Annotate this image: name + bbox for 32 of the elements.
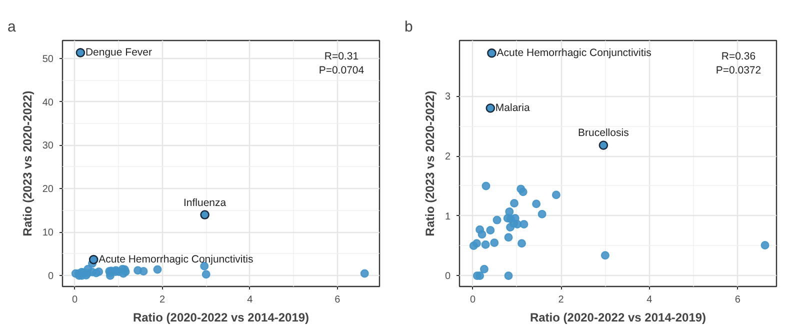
y-tick-label: 3 (444, 92, 451, 103)
chart-title: a (8, 18, 16, 36)
x-tick-label: 6 (334, 294, 341, 306)
x-axis-title: Ratio (2020-2022 vs 2014-2019) (132, 310, 310, 324)
annotation: Brucellosis (578, 127, 629, 140)
annotation: Dengue Fever (85, 46, 152, 59)
annotation: R=0.36 P=0.0372 (716, 50, 762, 77)
x-axis-title: Ratio (2020-2022 vs 2014-2019) (530, 310, 706, 324)
y-axis-title: Ratio (2023 vs 2020-2022) (20, 90, 34, 236)
y-axis-title: Ratio (2023 vs 2020-2022) (422, 90, 437, 236)
y-tick-label: 10 (42, 228, 54, 239)
y-tick-label: 0 (48, 271, 54, 282)
annotation: Acute Hemorrhagic Conjunctivitis (496, 47, 652, 60)
x-tick-label: 0 (470, 294, 476, 306)
annotation: R=0.31 P=0.0704 (318, 50, 364, 77)
y-tick-label: 2 (444, 152, 451, 163)
x-tick-label: 0 (72, 294, 78, 306)
y-tick-label: 0 (444, 271, 451, 282)
y-tick-label: 30 (42, 140, 54, 152)
y-tick-label: 40 (42, 97, 54, 108)
y-tick-label: 50 (42, 54, 54, 65)
annotation: Influenza (183, 196, 226, 209)
chart-title: b (404, 18, 413, 36)
x-tick-label: 2 (558, 294, 564, 306)
y-tick-label: 1 (444, 211, 451, 222)
y-tick-label: 20 (42, 184, 54, 196)
annotation: Malaria (495, 102, 530, 114)
x-tick-label: 4 (646, 294, 653, 306)
x-tick-label: 2 (160, 294, 166, 306)
x-tick-label: 4 (247, 294, 254, 306)
annotation: Acute Hemorrhagic Conjunctivitis (98, 254, 254, 266)
x-tick-label: 6 (734, 294, 741, 306)
